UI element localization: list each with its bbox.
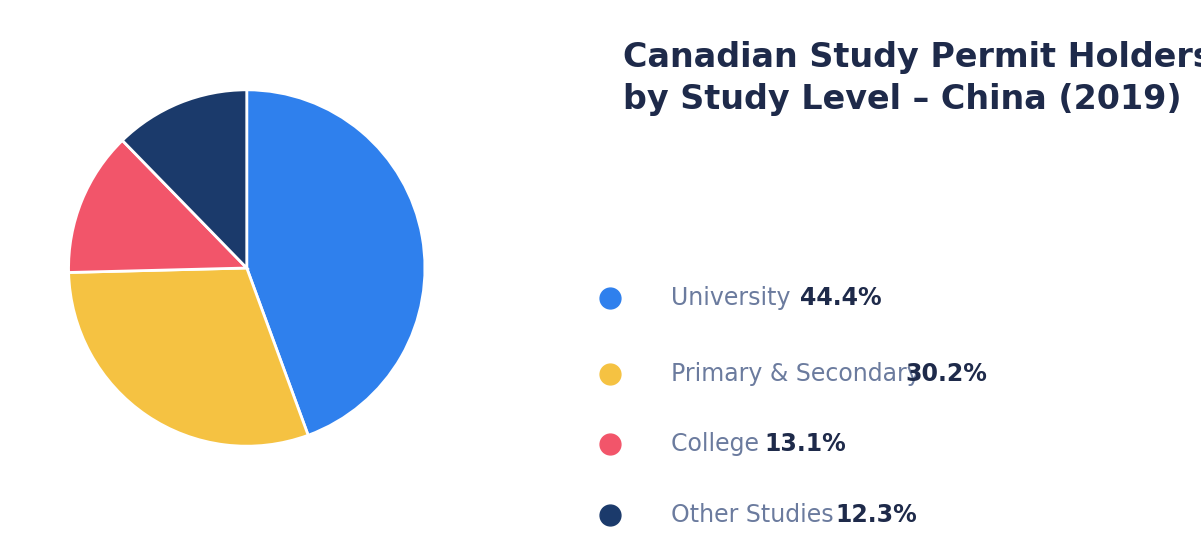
Wedge shape	[246, 90, 425, 435]
Text: 30.2%: 30.2%	[906, 362, 987, 386]
Wedge shape	[68, 140, 246, 272]
Text: 44.4%: 44.4%	[800, 286, 882, 310]
Text: College: College	[670, 433, 766, 456]
Wedge shape	[68, 268, 309, 446]
Text: Other Studies: Other Studies	[670, 503, 841, 527]
Text: 13.1%: 13.1%	[765, 433, 847, 456]
Text: University: University	[670, 286, 797, 310]
Text: 12.3%: 12.3%	[835, 503, 918, 527]
Wedge shape	[123, 90, 246, 268]
Text: Primary & Secondary: Primary & Secondary	[670, 362, 928, 386]
Text: Canadian Study Permit Holders
by Study Level – China (2019): Canadian Study Permit Holders by Study L…	[622, 41, 1201, 116]
